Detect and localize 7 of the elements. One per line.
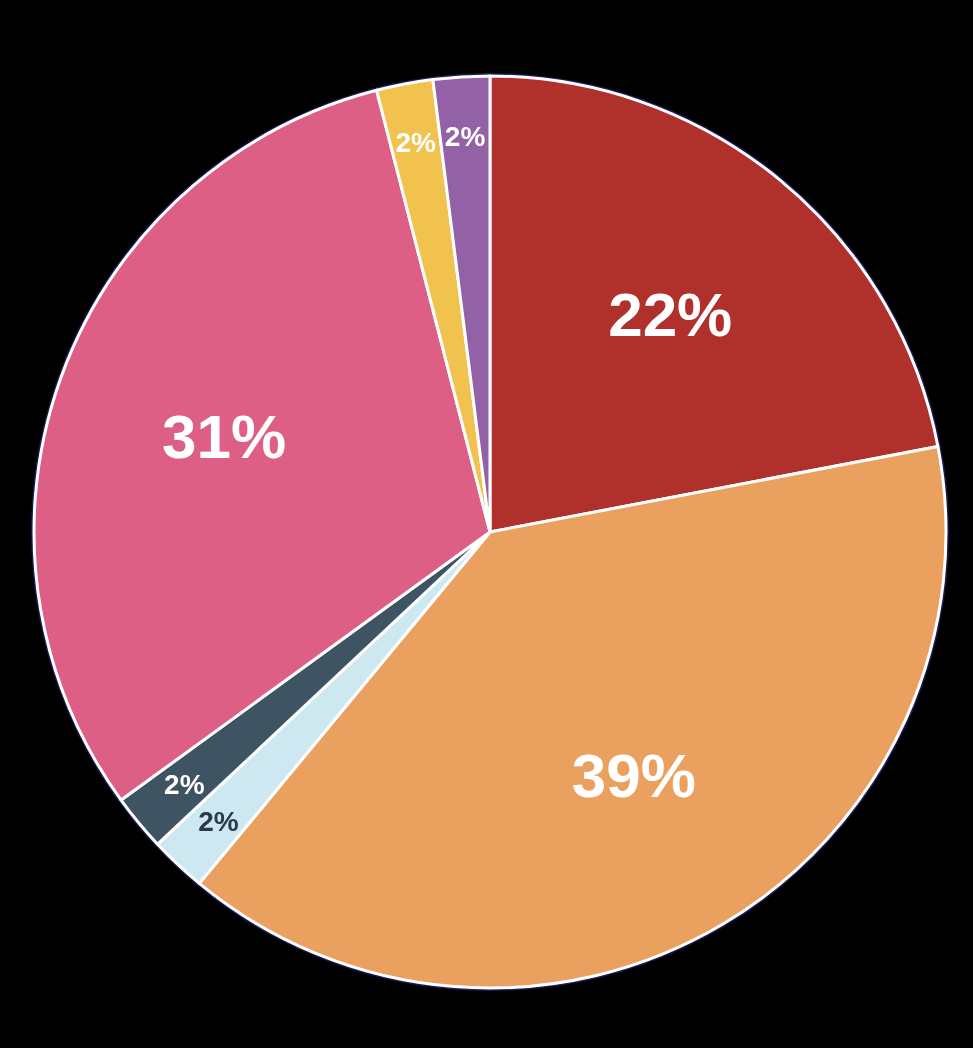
data-label: 2% [395, 126, 436, 158]
data-label: 31% [161, 401, 287, 471]
data-label: 2% [444, 120, 486, 152]
data-label: 2% [164, 769, 205, 801]
data-label: 2% [198, 805, 239, 837]
data-label: 22% [608, 279, 733, 349]
data-label: 39% [571, 740, 696, 810]
